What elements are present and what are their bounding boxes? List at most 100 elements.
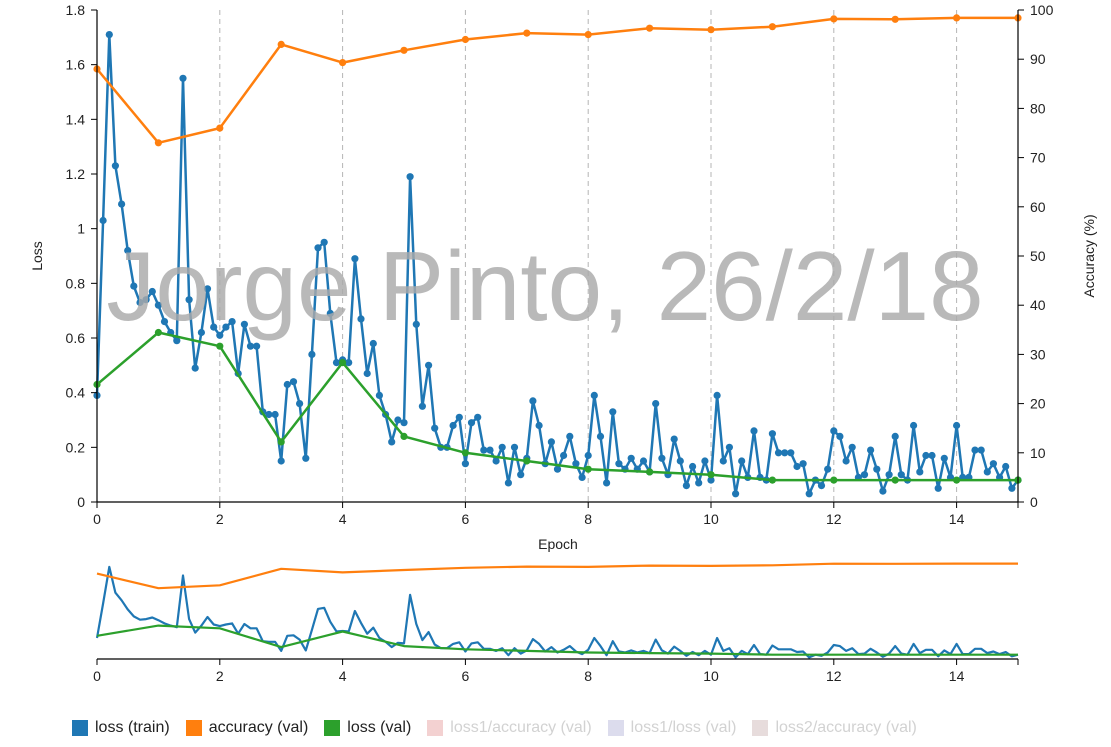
data-point-loss-train-116 (805, 490, 813, 498)
data-point-loss-val-1 (154, 328, 162, 337)
data-point-loss-train-62 (474, 413, 482, 421)
data-point-loss-train-72 (535, 421, 543, 430)
data-point-accuracy-val-10 (707, 26, 715, 34)
data-point-loss-train-75 (553, 465, 562, 473)
legend-label-loss-train: loss (train) (95, 719, 170, 736)
data-point-loss-train-85 (615, 460, 623, 468)
data-point-loss-train-123 (848, 443, 856, 451)
legend-item-loss-train[interactable]: loss (train) (72, 719, 170, 737)
right-y-tick-label-40: 40 (1030, 297, 1046, 313)
left-y-tick-label-0.4: 0.4 (66, 385, 86, 401)
data-point-loss-train-95 (676, 457, 684, 465)
data-point-loss-train-87 (627, 454, 635, 462)
data-point-loss-train-97 (689, 462, 697, 471)
data-point-loss-train-26 (253, 342, 261, 350)
data-point-loss-train-34 (302, 454, 310, 462)
legend-label-loss2-accuracy-val: loss2/accuracy (val) (775, 719, 917, 736)
data-point-loss-train-146 (989, 460, 998, 468)
data-point-loss-train-38 (326, 309, 334, 317)
data-point-loss-train-54 (425, 361, 433, 369)
right-y-tick-label-80: 80 (1030, 100, 1046, 116)
legend-item-loss2-accuracy-val[interactable]: loss2/accuracy (val) (752, 719, 917, 737)
data-point-loss-train-104 (732, 490, 740, 498)
x-tick-label-2: 2 (216, 511, 224, 527)
x-tick-label-8: 8 (584, 511, 592, 527)
data-point-loss-train-134 (916, 468, 924, 476)
overview-x-tick-label-12: 12 (826, 668, 842, 684)
right-y-tick-label-60: 60 (1030, 199, 1046, 215)
left-y-axis-title: Loss (29, 241, 45, 271)
data-point-loss-train-71 (529, 397, 537, 405)
x-tick-label-10: 10 (703, 511, 719, 527)
main-plot-axes: 0 2 4 6 8 10 12 14 0 0.2 0.4 0.6 0.8 1 1.2 1.4 1.6 1.8 0 10… (66, 2, 1054, 527)
data-point-loss-val-9 (646, 468, 654, 476)
data-point-loss-train-140 (953, 421, 961, 430)
x-tick-label-4: 4 (339, 511, 347, 527)
overview-brush-series[interactable] (95, 562, 1019, 659)
data-point-loss-train-112 (781, 449, 789, 457)
data-point-loss-val-2 (216, 342, 224, 350)
right-y-tick-label-50: 50 (1030, 248, 1046, 264)
data-point-loss-train-41 (345, 359, 353, 367)
data-point-loss-train-48 (388, 438, 396, 446)
data-point-loss-val-10 (707, 471, 715, 479)
left-y-tick-label-1.6: 1.6 (66, 57, 86, 73)
data-point-loss-train-127 (873, 465, 881, 473)
legend-swatch-loss1-loss-val (607, 720, 624, 736)
data-point-loss-train-66 (498, 443, 506, 451)
series-loss-train (93, 30, 1022, 498)
data-point-loss-train-148 (1002, 462, 1010, 471)
vertical-gridlines (219, 10, 958, 502)
data-point-loss-train-60 (461, 460, 469, 468)
legend-swatch-loss2-accuracy-val (752, 720, 769, 736)
legend-swatch-loss-train (72, 720, 88, 736)
data-point-accuracy-val-11 (768, 23, 777, 31)
data-point-loss-train-67 (504, 479, 512, 487)
data-point-loss-train-28 (265, 410, 273, 419)
data-point-loss-train-138 (940, 454, 948, 462)
data-point-loss-train-37 (320, 238, 328, 246)
data-point-loss-train-92 (658, 454, 666, 462)
legend-item-loss1-accuracy-val[interactable]: loss1/accuracy (val) (427, 719, 592, 737)
data-point-loss-train-15 (185, 296, 193, 304)
data-point-loss-train-44 (363, 369, 371, 378)
data-point-loss-train-42 (351, 255, 359, 263)
data-point-loss-train-128 (879, 487, 887, 495)
data-point-loss-train-80 (584, 451, 592, 460)
data-point-loss-train-51 (406, 173, 414, 181)
watermark-text: Jorge Pinto, 26/2/18 (106, 231, 983, 341)
data-point-loss-train-22 (228, 318, 236, 326)
data-point-loss-train-69 (517, 471, 525, 479)
data-point-loss-train-29 (271, 410, 279, 419)
legend-item-loss1-loss-val[interactable]: loss1/loss (val) (607, 719, 736, 737)
left-y-tick-label-1.2: 1.2 (66, 166, 86, 182)
data-point-loss-train-83 (603, 479, 611, 487)
data-point-loss-train-16 (191, 364, 199, 372)
right-y-axis-title: Accuracy (%) (1081, 214, 1097, 297)
legend-item-loss-val[interactable]: loss (val) (324, 719, 411, 737)
data-point-loss-train-58 (449, 421, 457, 430)
data-point-loss-train-135 (922, 451, 930, 460)
data-point-loss-train-63 (480, 446, 488, 454)
data-point-loss-train-122 (842, 457, 850, 465)
data-point-loss-train-102 (719, 457, 727, 465)
data-point-loss-train-5 (124, 246, 132, 255)
data-point-loss-train-94 (670, 435, 678, 443)
legend-item-accuracy-val[interactable]: accuracy (val) (185, 719, 309, 737)
data-point-loss-train-1 (99, 216, 107, 225)
data-point-loss-train-76 (560, 451, 568, 460)
data-point-loss-train-18 (203, 285, 212, 293)
data-point-loss-train-21 (222, 323, 230, 331)
legend-label-accuracy-val: accuracy (val) (208, 719, 309, 736)
data-point-loss-train-45 (369, 339, 377, 348)
data-point-loss-train-20 (216, 331, 224, 339)
data-point-loss-train-32 (289, 378, 298, 386)
data-point-loss-train-11 (160, 318, 169, 326)
data-point-loss-train-79 (578, 473, 586, 481)
data-point-loss-train-77 (566, 432, 574, 440)
data-point-accuracy-val-2 (216, 124, 224, 132)
data-point-loss-train-119 (824, 465, 832, 473)
data-point-loss-train-145 (983, 468, 991, 476)
data-point-loss-train-14 (179, 74, 187, 82)
